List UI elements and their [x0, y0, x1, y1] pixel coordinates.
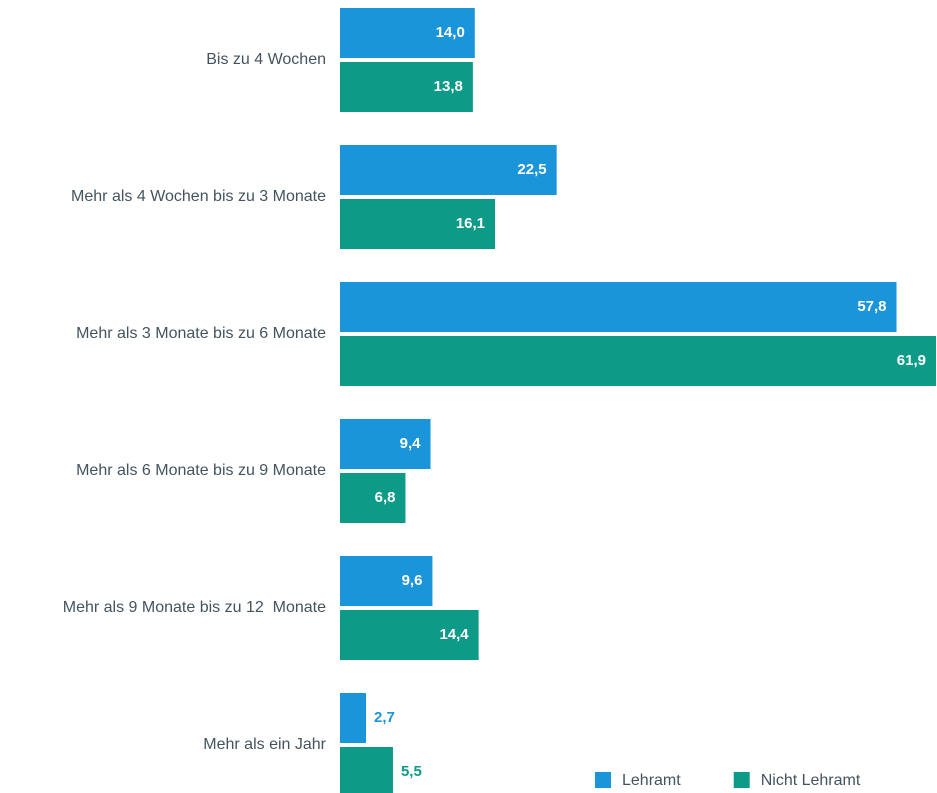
bar: [340, 282, 897, 332]
category-label: Bis zu 4 Wochen: [206, 51, 326, 68]
bar: [340, 8, 475, 58]
legend-swatch: [733, 772, 750, 788]
value-label: 9,4: [400, 435, 422, 452]
category-label: Mehr als 4 Wochen bis zu 3 Monate: [71, 188, 326, 205]
category-label: Mehr als 9 Monate bis zu 12 Monate: [63, 599, 326, 616]
value-label: 61,9: [897, 352, 926, 369]
legend-label: Lehramt: [622, 772, 681, 789]
value-label: 57,8: [857, 298, 886, 315]
category-label: Mehr als ein Jahr: [203, 736, 326, 753]
bar: [340, 556, 433, 606]
value-label: 22,5: [517, 161, 546, 178]
bar: [340, 473, 406, 523]
bar: [340, 336, 936, 386]
value-label: 16,1: [456, 215, 485, 232]
value-label: 5,5: [401, 763, 422, 780]
bar: [340, 693, 366, 743]
value-label: 2,7: [374, 709, 395, 726]
bar: [340, 747, 393, 793]
category-label: Mehr als 3 Monate bis zu 6 Monate: [76, 325, 326, 342]
legend-label: Nicht Lehramt: [761, 772, 861, 789]
value-label: 6,8: [375, 489, 396, 506]
bar: [340, 145, 557, 195]
value-label: 14,0: [436, 24, 465, 41]
value-label: 13,8: [434, 78, 463, 95]
value-label: 14,4: [439, 626, 469, 643]
bar: [340, 419, 431, 469]
bar: [340, 62, 473, 112]
category-label: Mehr als 6 Monate bis zu 9 Monate: [76, 462, 326, 479]
bar: [340, 199, 496, 249]
value-label: 9,6: [402, 572, 423, 589]
bar: [340, 610, 479, 660]
legend-swatch: [595, 772, 611, 788]
